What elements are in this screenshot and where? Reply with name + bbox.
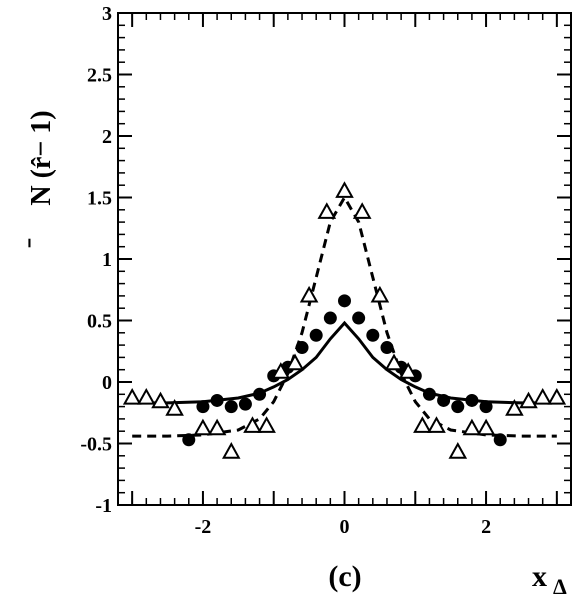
- x-tick-label: -2: [195, 516, 212, 538]
- y-tick-label: 0: [102, 372, 112, 394]
- circle-point: [366, 328, 380, 342]
- y-tick-label: 3: [102, 3, 112, 25]
- y-tick-label: 0.5: [87, 311, 112, 333]
- triangle-point: [151, 391, 170, 409]
- triangle-point: [285, 353, 305, 371]
- y-axis-ticks: -1 -0.5 0 0.5 1 1.5 2 2.5 3: [80, 3, 571, 517]
- triangle-point: [165, 399, 184, 416]
- circle-point: [352, 311, 366, 325]
- y-tick-label: -1: [95, 495, 112, 517]
- triangle-point: [352, 202, 372, 219]
- y-axis-label: N (r̂− 1): [26, 110, 57, 205]
- circle-point: [479, 400, 493, 414]
- circle-point: [493, 433, 507, 447]
- triangle-point: [448, 442, 468, 459]
- data-markers: [122, 181, 567, 459]
- triangle-point: [519, 391, 538, 409]
- triangle-point: [221, 442, 241, 459]
- y-axis-label-bar: ̄: [28, 238, 31, 248]
- triangle-point: [136, 387, 156, 405]
- panel-label: (c): [328, 560, 361, 593]
- circle-point: [224, 400, 238, 414]
- triangle-point: [299, 285, 319, 303]
- x-axis-label: x: [532, 560, 547, 593]
- circle-point: [451, 400, 465, 414]
- circle-point: [465, 393, 479, 407]
- circle-point: [380, 341, 394, 355]
- circle-point: [253, 387, 267, 401]
- triangle-point: [384, 353, 404, 371]
- circle-point: [196, 400, 210, 414]
- x-tick-label: 0: [340, 516, 350, 538]
- triangle-point: [317, 202, 337, 219]
- triangle-point: [271, 362, 291, 379]
- y-tick-label: -0.5: [80, 434, 112, 456]
- triangle-point: [476, 418, 496, 436]
- x-axis-label-subscript: Δ: [553, 574, 567, 596]
- y-tick-label: 1: [102, 249, 112, 271]
- x-tick-label: 2: [481, 516, 491, 538]
- x-axis-ticks: -2 0 2: [117, 13, 572, 538]
- triangle-point: [257, 416, 276, 433]
- solid-curve: [132, 320, 557, 405]
- triangle-point: [243, 416, 262, 433]
- model-curves: [132, 194, 557, 438]
- circle-point: [323, 311, 337, 325]
- x-axis-title: x Δ: [532, 560, 567, 596]
- circle-point: [295, 341, 309, 355]
- dashed-curve: [132, 194, 557, 438]
- circle-point: [422, 387, 436, 401]
- y-axis-title: N (r̂− 1) ̄: [26, 110, 57, 248]
- triangle-point: [370, 285, 390, 303]
- triangle-point: [335, 181, 354, 198]
- triangle-point: [413, 416, 432, 433]
- y-tick-label: 2.5: [87, 65, 112, 87]
- triangle-point: [193, 418, 213, 436]
- circle-point: [338, 294, 351, 308]
- triangle-point: [207, 418, 227, 436]
- y-tick-label: 1.5: [87, 188, 112, 210]
- triangle-point: [547, 387, 567, 405]
- circle-point: [182, 433, 196, 447]
- triangle-point: [505, 399, 524, 416]
- circle-point: [437, 393, 451, 407]
- plot-frame: [117, 12, 572, 506]
- circle-point: [210, 393, 224, 407]
- triangle-point: [462, 418, 482, 436]
- triangle-point: [122, 387, 142, 405]
- circle-point: [309, 328, 323, 342]
- circle-point: [238, 397, 252, 411]
- triangle-point: [427, 416, 446, 433]
- triangle-point: [398, 362, 418, 379]
- y-tick-label: 2: [102, 126, 112, 148]
- triangle-point: [533, 387, 553, 405]
